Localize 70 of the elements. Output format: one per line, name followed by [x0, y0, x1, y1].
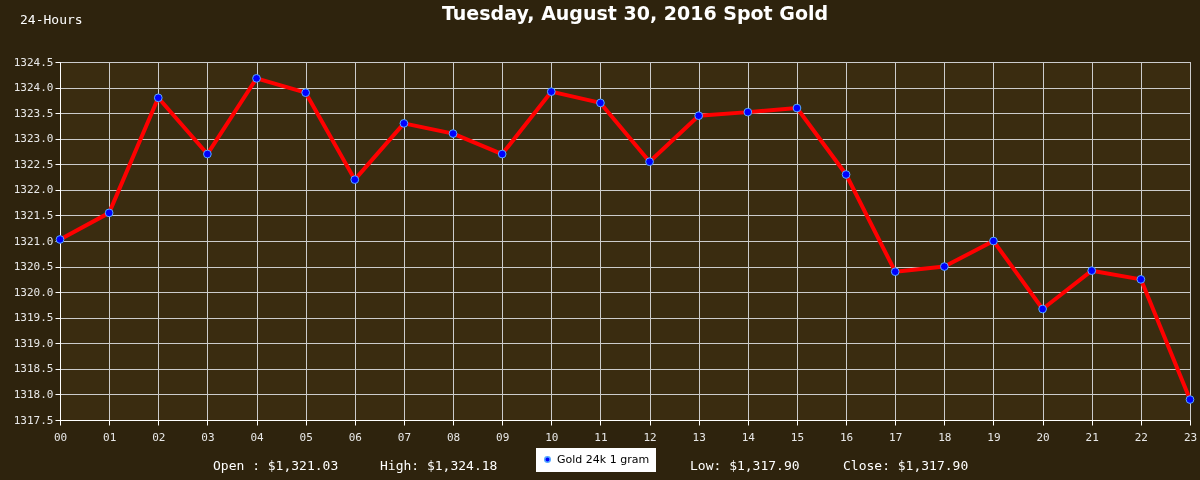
- x-tick-label: 19: [987, 430, 1001, 444]
- y-tick-label: 1321.5: [13, 208, 54, 222]
- x-tick-label: 06: [348, 430, 362, 444]
- x-tick-label: 22: [1134, 430, 1148, 444]
- y-tick-label: 1318.5: [13, 362, 54, 376]
- x-tick-label: 17: [889, 430, 903, 444]
- point: [350, 175, 360, 184]
- x-tick-label: 20: [1036, 430, 1050, 444]
- point: [1136, 274, 1146, 284]
- x-tick-label: 14: [741, 430, 756, 444]
- y-tick-label: 1322.5: [13, 157, 54, 171]
- chart-title: Tuesday, August 30, 2016 Spot Gold: [441, 2, 829, 24]
- y-tick-label: 1323.5: [13, 106, 54, 120]
- y-tick-label: 1319.5: [13, 311, 54, 325]
- x-tick-label: 13: [692, 430, 706, 444]
- point: [743, 107, 753, 117]
- x-tick-label: 08: [446, 430, 461, 444]
- y-tick-label: 1320.5: [13, 260, 54, 274]
- point: [1087, 266, 1097, 276]
- point: [252, 74, 261, 83]
- y-tick-label: 1324.5: [13, 55, 54, 69]
- point: [890, 267, 900, 277]
- y-tick-label: 1317.5: [13, 413, 54, 427]
- y-tick-label: 1321.0: [13, 234, 54, 248]
- x-tick-label: 02: [152, 430, 166, 444]
- x-tick-label: 09: [496, 430, 510, 444]
- point: [939, 262, 949, 271]
- x-tick-label: 03: [201, 430, 215, 444]
- point: [55, 235, 65, 244]
- x-tick-label: 04: [250, 430, 265, 444]
- x-tick-label: 23: [1183, 430, 1198, 444]
- text: High: $1,324.18: [380, 458, 498, 473]
- point: [203, 149, 212, 159]
- point: [1038, 304, 1047, 314]
- point: [1185, 395, 1195, 404]
- point: [645, 157, 654, 167]
- point: [841, 170, 851, 179]
- y-tick-label: 1322.0: [13, 183, 54, 197]
- point: [546, 87, 556, 97]
- x-tick-label: 12: [643, 430, 657, 444]
- x-tick-label: 18: [938, 430, 952, 444]
- text: 24-Hours: [20, 12, 83, 27]
- point: [153, 93, 163, 103]
- y-tick-label: 1324.0: [13, 81, 54, 95]
- x-tick-label: 15: [790, 430, 805, 444]
- text: Low: $1,317.90: [690, 458, 800, 473]
- x-tick-label: 16: [839, 430, 854, 444]
- point: [989, 236, 998, 246]
- x-tick-label: 05: [299, 430, 313, 444]
- point: [792, 103, 802, 113]
- point: [596, 98, 605, 108]
- text: Close: $1,317.90: [843, 458, 969, 473]
- x-tick-label: 21: [1085, 430, 1099, 444]
- text: Open : $1,321.03: [213, 458, 339, 473]
- x-tick-label: 07: [397, 430, 412, 444]
- x-tick-label: 01: [103, 430, 117, 444]
- point: [448, 129, 458, 138]
- y-tick-label: 1320.0: [13, 285, 54, 299]
- point: [301, 88, 311, 98]
- point: [694, 111, 704, 121]
- y-tick-label: 1323.0: [13, 132, 54, 146]
- x-tick-label: 10: [545, 430, 559, 444]
- y-tick-label: 1318.0: [13, 387, 54, 401]
- legend-label: Gold 24k 1 gram: [557, 452, 650, 466]
- x-tick-label: 11: [594, 430, 608, 444]
- x-tick-label: 00: [53, 430, 68, 444]
- point: [104, 208, 114, 218]
- y-tick-label: 1319.0: [13, 336, 54, 350]
- point: [399, 119, 409, 128]
- point: [497, 149, 507, 159]
